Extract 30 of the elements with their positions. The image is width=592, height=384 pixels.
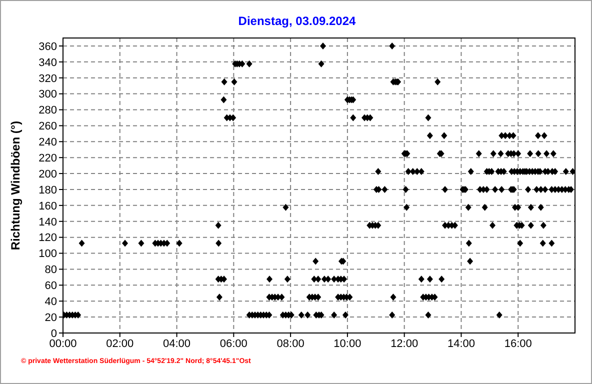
y-tick-label: 280 (38, 104, 57, 117)
y-tick-label: 100 (38, 248, 57, 260)
y-axis-title: Richtung Windböen (°) (8, 120, 22, 250)
y-tick-label: 20 (44, 312, 57, 324)
x-tick-label: 10:00 (334, 338, 362, 350)
x-tick-label: 16:00 (504, 338, 532, 350)
y-tick-label: 320 (38, 72, 57, 85)
x-tick-label: 06:00 (220, 338, 248, 350)
y-tick-label: 0 (50, 328, 57, 340)
y-tick-label: 80 (44, 264, 57, 276)
y-tick-label: 200 (38, 168, 57, 180)
x-tick-label: 08:00 (276, 338, 304, 350)
y-tick-label: 140 (38, 216, 57, 228)
x-tick-label: 12:00 (390, 338, 418, 350)
y-tick-label: 340 (38, 56, 57, 69)
x-tick-label: 14:00 (447, 338, 475, 350)
x-tick-label: 04:00 (163, 338, 191, 350)
chart-title: Dienstag, 03.09.2024 (237, 14, 357, 28)
x-tick-label: 02:00 (106, 338, 134, 350)
y-tick-label: 360 (38, 40, 57, 53)
y-tick-label: 40 (44, 296, 57, 308)
y-tick-label: 160 (38, 200, 57, 212)
y-tick-label: 300 (38, 88, 57, 101)
y-tick-label: 180 (38, 184, 57, 196)
y-tick-label: 240 (38, 136, 57, 149)
y-tick-label: 220 (38, 152, 57, 164)
y-tick-label: 260 (38, 120, 57, 133)
y-tick-label: 120 (38, 232, 57, 244)
y-tick-label: 60 (44, 280, 57, 292)
x-tick-label: 00:00 (49, 338, 77, 350)
